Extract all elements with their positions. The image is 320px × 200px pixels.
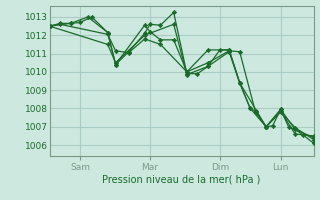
X-axis label: Pression niveau de la mer( hPa ): Pression niveau de la mer( hPa ) <box>102 175 261 185</box>
